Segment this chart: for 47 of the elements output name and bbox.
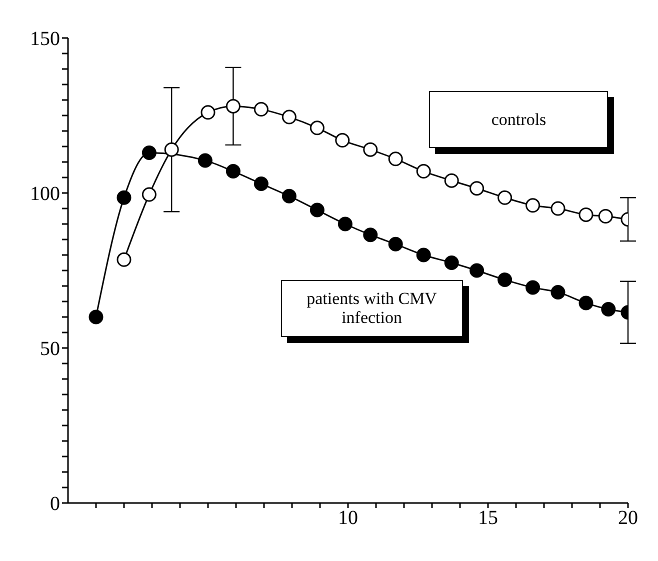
point (142, 187, 156, 202)
point (226, 164, 240, 179)
x-tick-label: 15 (478, 507, 498, 530)
point (310, 120, 324, 136)
point (601, 302, 616, 316)
point (498, 190, 512, 205)
x-tick-label: 10 (338, 507, 358, 530)
point (416, 164, 431, 179)
point (498, 272, 512, 288)
point (254, 102, 268, 117)
point (282, 110, 296, 124)
y-tick-label: 50 (40, 338, 60, 360)
point (444, 256, 459, 270)
point (444, 173, 459, 188)
point (363, 228, 378, 242)
point (470, 181, 484, 196)
point (598, 209, 613, 224)
point (550, 284, 566, 300)
point (200, 105, 216, 120)
point (226, 98, 240, 114)
x-tick-label: 20 (618, 507, 638, 530)
point (388, 236, 403, 252)
point (88, 310, 104, 324)
point (526, 280, 540, 295)
point (310, 202, 324, 218)
point (388, 152, 403, 166)
point (164, 142, 179, 157)
series-label: patients with CMV infection (280, 280, 463, 337)
point (335, 133, 350, 148)
point (578, 296, 594, 310)
point (470, 263, 484, 278)
point (116, 252, 132, 267)
point (254, 176, 268, 191)
point (198, 153, 212, 168)
point (416, 248, 431, 262)
point (338, 216, 352, 232)
point (363, 142, 378, 157)
point (116, 190, 132, 205)
y-tick-label: 150 (30, 28, 60, 50)
point (142, 145, 156, 160)
point (550, 201, 566, 216)
point (526, 198, 540, 213)
y-tick-label: 100 (30, 183, 60, 206)
point (578, 207, 594, 222)
point (282, 188, 296, 204)
text: controls (429, 90, 608, 148)
y-tick-label: 0 (50, 493, 60, 516)
